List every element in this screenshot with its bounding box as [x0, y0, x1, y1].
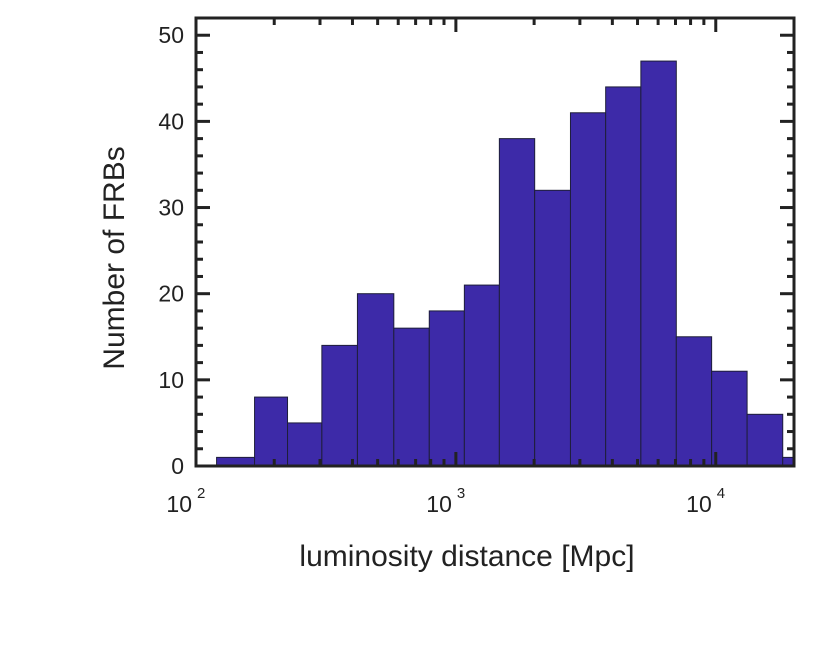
x-tick-label: 10 3	[426, 485, 465, 517]
y-axis-title: Number of FRBs	[98, 146, 131, 369]
x-tick-base: 10	[166, 491, 192, 517]
histogram-bar	[746, 413, 784, 467]
y-tick-label: 40	[158, 108, 184, 134]
x-tick-exponent: 2	[197, 485, 205, 502]
x-tick-base: 10	[426, 491, 452, 517]
histogram-bar	[640, 60, 677, 467]
y-tick-label: 10	[158, 367, 184, 393]
y-tick-label: 30	[158, 195, 184, 221]
x-axis-title: luminosity distance [Mpc]	[299, 540, 634, 573]
histogram-bar	[321, 344, 358, 467]
x-tick-exponent: 4	[717, 485, 725, 502]
x-tick-labels: 10 2 10 3 10 4	[166, 485, 725, 517]
histogram-bar	[534, 189, 571, 467]
histogram-bar	[356, 293, 395, 467]
x-tick-exponent: 3	[457, 485, 465, 502]
histogram-bar	[287, 422, 323, 467]
histogram-bars	[216, 60, 795, 467]
y-tick-label: 50	[158, 22, 184, 48]
x-tick-label: 10 2	[166, 485, 205, 517]
histogram-bar	[675, 336, 713, 467]
y-tick-label: 0	[171, 453, 184, 479]
histogram-bar	[428, 310, 465, 467]
y-tick-labels: 0 10 20 30 40 50	[158, 22, 184, 479]
histogram-bar	[393, 327, 430, 467]
histogram-bar	[605, 86, 642, 467]
x-tick-base: 10	[686, 491, 712, 517]
histogram-bar	[254, 396, 289, 467]
x-tick-label: 10 4	[686, 485, 725, 517]
y-tick-label: 20	[158, 281, 184, 307]
histogram-bar	[569, 112, 607, 467]
histogram-bar	[498, 138, 536, 467]
plot-frame	[194, 16, 796, 468]
histogram-bar	[463, 284, 500, 467]
histogram-bar	[711, 370, 748, 467]
